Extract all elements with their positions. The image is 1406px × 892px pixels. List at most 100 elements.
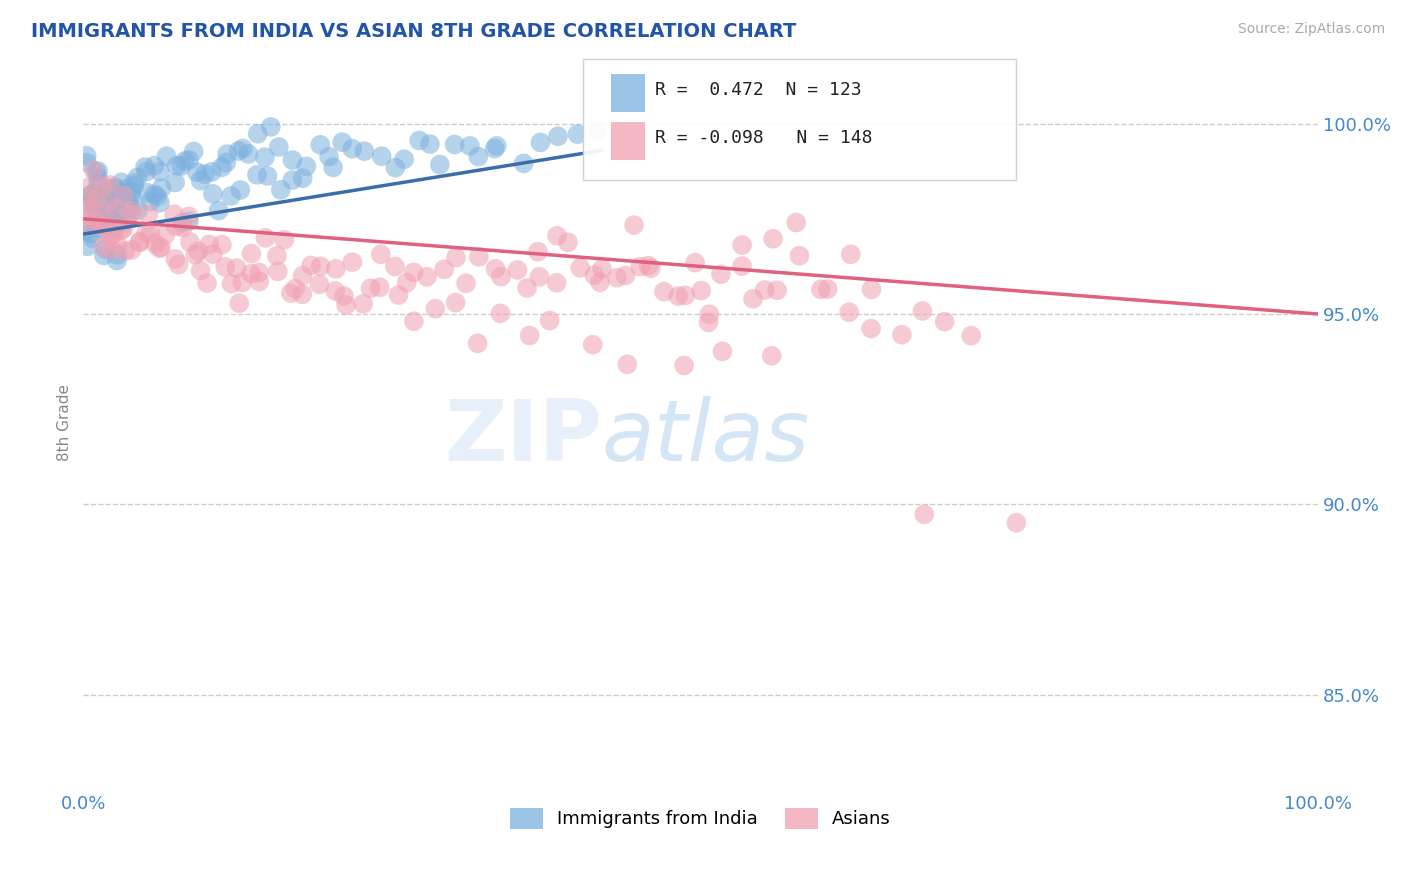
Point	[433, 262, 456, 277]
Point	[87, 191, 110, 205]
Point	[640, 261, 662, 276]
Point	[890, 327, 912, 342]
Point	[76, 155, 98, 169]
Point	[82, 206, 104, 220]
Point	[330, 135, 353, 149]
Point	[167, 258, 190, 272]
Point	[402, 314, 425, 328]
Point	[124, 178, 146, 193]
Point	[238, 147, 260, 161]
Point	[183, 145, 205, 159]
Point	[172, 216, 194, 230]
Point	[107, 207, 129, 221]
Point	[105, 236, 128, 251]
Point	[416, 269, 439, 284]
Point	[93, 248, 115, 262]
Point	[82, 219, 104, 233]
Point	[742, 292, 765, 306]
Point	[370, 247, 392, 261]
Point	[134, 160, 156, 174]
Point	[583, 268, 606, 283]
Point	[179, 153, 201, 167]
Point	[860, 321, 883, 335]
Point	[582, 337, 605, 351]
Point	[103, 227, 125, 242]
Point	[761, 349, 783, 363]
Point	[291, 287, 314, 301]
Point	[79, 195, 101, 210]
Point	[408, 134, 430, 148]
Point	[295, 159, 318, 173]
Point	[84, 198, 107, 212]
Point	[960, 328, 983, 343]
Point	[637, 259, 659, 273]
Point	[360, 281, 382, 295]
Point	[934, 315, 956, 329]
Point	[810, 282, 832, 296]
Point	[90, 213, 112, 227]
Point	[195, 276, 218, 290]
Point	[489, 306, 512, 320]
Point	[273, 233, 295, 247]
Point	[120, 186, 142, 200]
Point	[86, 207, 108, 221]
Point	[82, 231, 104, 245]
Point	[190, 263, 212, 277]
Point	[77, 191, 100, 205]
Point	[309, 137, 332, 152]
Point	[516, 281, 538, 295]
Text: ZIP: ZIP	[444, 396, 602, 479]
Point	[308, 277, 330, 292]
Point	[586, 123, 609, 137]
Point	[143, 159, 166, 173]
Point	[138, 207, 160, 221]
Point	[281, 153, 304, 167]
Point	[104, 180, 127, 194]
Point	[184, 248, 207, 262]
Point	[148, 241, 170, 255]
Point	[201, 186, 224, 201]
Point	[1005, 516, 1028, 530]
Point	[489, 269, 512, 284]
Point	[591, 261, 613, 276]
Point	[529, 136, 551, 150]
Text: IMMIGRANTS FROM INDIA VS ASIAN 8TH GRADE CORRELATION CHART: IMMIGRANTS FROM INDIA VS ASIAN 8TH GRADE…	[31, 22, 796, 41]
Point	[291, 268, 314, 283]
Point	[267, 140, 290, 154]
Point	[711, 344, 734, 359]
Point	[97, 224, 120, 238]
Point	[323, 284, 346, 298]
Point	[170, 159, 193, 173]
Point	[86, 200, 108, 214]
Point	[83, 186, 105, 200]
Point	[104, 207, 127, 221]
Point	[91, 190, 114, 204]
Point	[122, 176, 145, 190]
Point	[101, 244, 124, 258]
Point	[673, 288, 696, 302]
Point	[79, 179, 101, 194]
Point	[912, 508, 935, 522]
Point	[467, 150, 489, 164]
Point	[467, 336, 489, 351]
Point	[402, 265, 425, 279]
Point	[538, 313, 561, 327]
Point	[911, 304, 934, 318]
Y-axis label: 8th Grade: 8th Grade	[58, 384, 72, 461]
Point	[225, 261, 247, 276]
Point	[484, 261, 506, 276]
Point	[87, 176, 110, 190]
Point	[860, 282, 883, 296]
Point	[221, 277, 243, 291]
Point	[454, 277, 477, 291]
Point	[710, 267, 733, 281]
Point	[93, 190, 115, 204]
Point	[149, 165, 172, 179]
Point	[484, 142, 506, 156]
Point	[186, 165, 208, 179]
Point	[683, 256, 706, 270]
Point	[419, 137, 441, 152]
Point	[266, 249, 288, 263]
Point	[395, 276, 418, 290]
Point	[80, 187, 103, 202]
